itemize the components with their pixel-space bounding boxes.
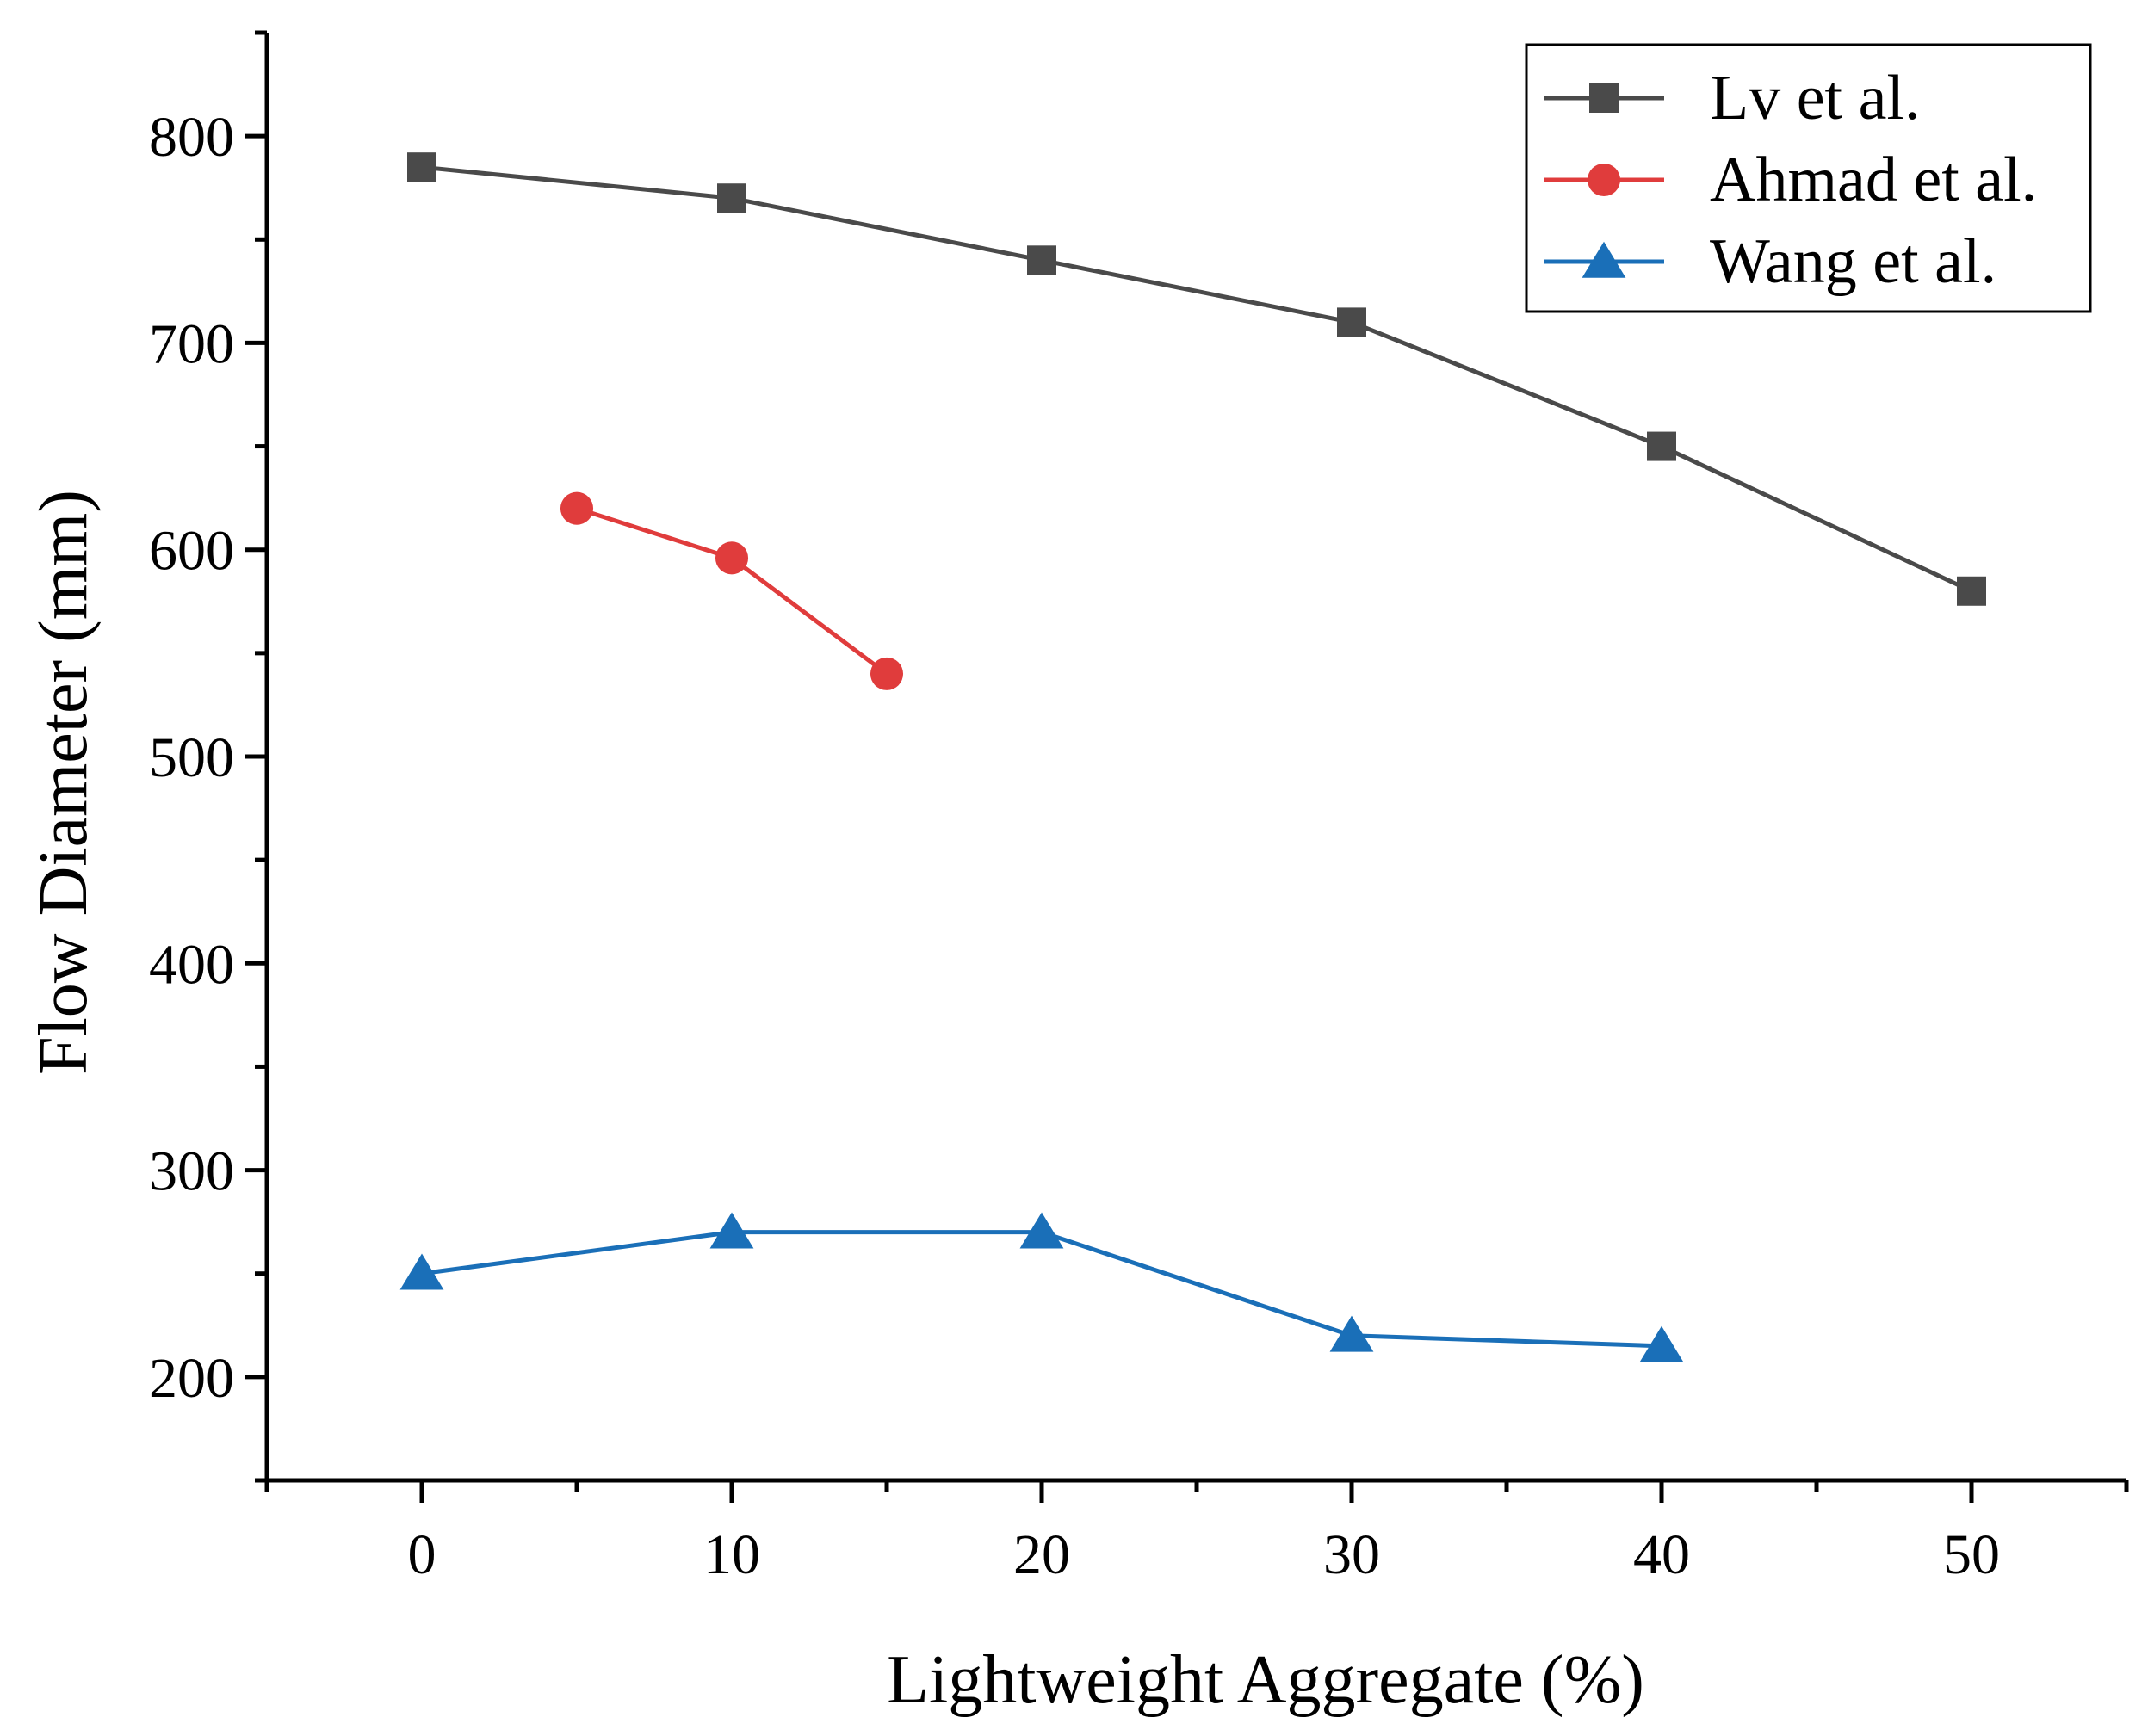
y-tick-label: 400 xyxy=(149,933,234,996)
data-point-marker xyxy=(1027,245,1056,275)
y-tick-label: 700 xyxy=(149,312,234,375)
x-tick-label: 30 xyxy=(1323,1523,1380,1586)
data-point-marker xyxy=(1957,576,1986,606)
legend-label: Ahmad et al. xyxy=(1710,145,2037,215)
series-line xyxy=(421,164,1973,594)
x-tick-label: 50 xyxy=(1943,1523,2000,1586)
data-point-marker xyxy=(1647,431,1676,461)
legend-marker xyxy=(1582,241,1626,278)
y-tick-label: 300 xyxy=(149,1140,234,1203)
data-point-marker xyxy=(399,1253,444,1290)
series-line xyxy=(421,1230,1662,1349)
data-point-marker xyxy=(560,491,594,525)
series-line xyxy=(576,506,888,676)
y-tick-label: 600 xyxy=(149,520,234,583)
y-tick-label: 800 xyxy=(149,106,234,169)
y-tick-label: 200 xyxy=(149,1347,234,1410)
ticks: 200 300 400 500 600 700 800 0 10 20 30 40 50 xyxy=(149,30,2129,1586)
x-axis-title: Lightweight Aggregate (%) xyxy=(887,1642,1644,1718)
data-point-marker xyxy=(717,183,746,213)
x-tick-label: 40 xyxy=(1633,1523,1690,1586)
data-point-marker xyxy=(407,152,436,182)
series-layer xyxy=(399,152,1986,1362)
series-1 xyxy=(560,491,904,690)
legend-label: Wang et al. xyxy=(1710,226,1996,297)
x-tick-label: 10 xyxy=(703,1523,760,1586)
data-point-marker xyxy=(1639,1325,1684,1362)
series-2 xyxy=(399,1212,1684,1362)
y-axis-title: Flow Diameter (mm) xyxy=(26,490,102,1075)
data-point-marker xyxy=(1019,1212,1064,1249)
data-point-marker xyxy=(870,657,904,690)
data-point-marker xyxy=(715,541,749,575)
x-tick-label: 20 xyxy=(1013,1523,1070,1586)
series-0 xyxy=(407,152,1986,606)
data-point-marker xyxy=(709,1212,754,1249)
legend-marker xyxy=(1589,83,1619,113)
y-tick-label: 500 xyxy=(149,726,234,789)
x-tick-label: 0 xyxy=(408,1523,436,1586)
data-point-marker xyxy=(1337,307,1366,337)
legend-label: Lv et al. xyxy=(1710,63,1921,133)
legend: Lv et al. Ahmad et al. Wang et al. xyxy=(1525,43,2092,313)
data-point-marker xyxy=(1329,1315,1374,1352)
legend-marker xyxy=(1587,163,1621,197)
